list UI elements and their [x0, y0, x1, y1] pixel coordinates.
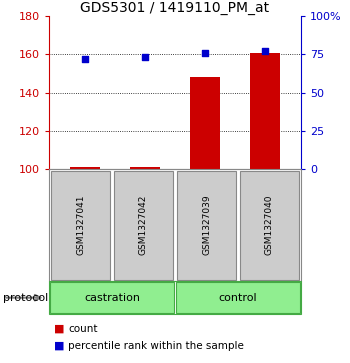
Text: GSM1327040: GSM1327040 — [265, 195, 274, 255]
Point — [82, 56, 88, 62]
Title: GDS5301 / 1419110_PM_at: GDS5301 / 1419110_PM_at — [80, 1, 270, 15]
Point — [142, 54, 148, 60]
Bar — [190, 77, 220, 169]
Text: castration: castration — [84, 293, 140, 303]
Text: GSM1327042: GSM1327042 — [139, 195, 148, 255]
Bar — [70, 167, 100, 169]
Text: percentile rank within the sample: percentile rank within the sample — [68, 340, 244, 351]
Text: ■: ■ — [54, 340, 65, 351]
Text: control: control — [219, 293, 257, 303]
Point — [262, 49, 268, 54]
Text: GSM1327039: GSM1327039 — [202, 195, 211, 256]
Bar — [250, 53, 280, 169]
Bar — [130, 167, 160, 169]
Text: ■: ■ — [54, 323, 65, 334]
Text: GSM1327041: GSM1327041 — [76, 195, 85, 255]
Text: count: count — [68, 323, 98, 334]
Text: protocol: protocol — [4, 293, 49, 303]
Point — [202, 50, 208, 56]
